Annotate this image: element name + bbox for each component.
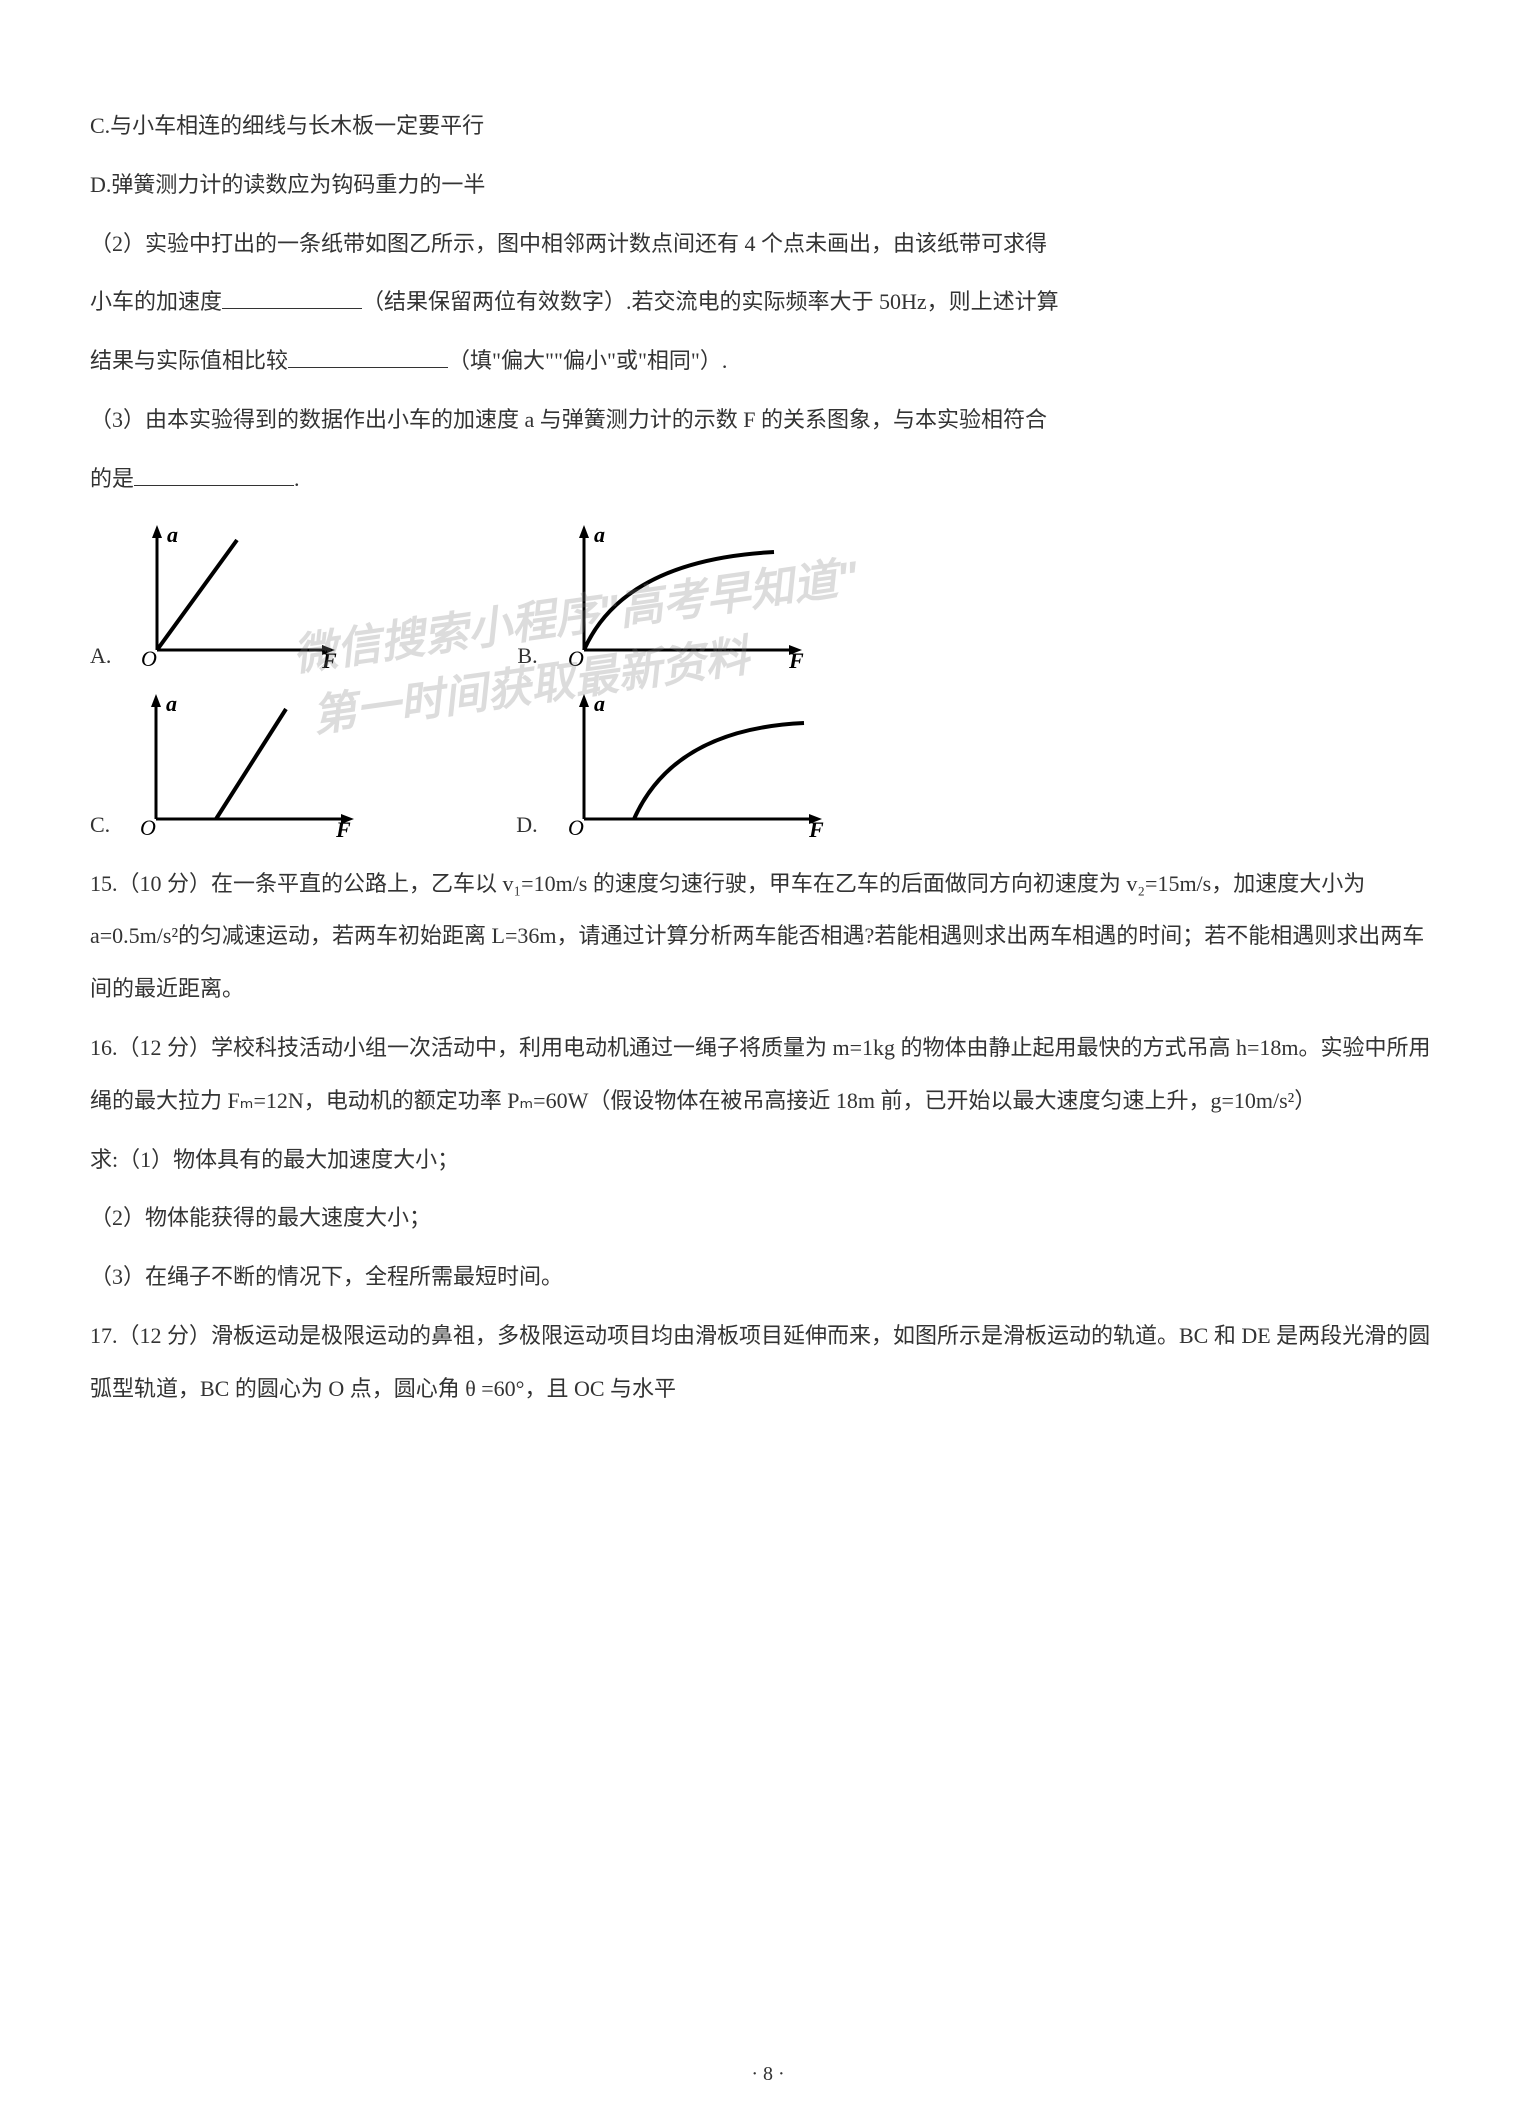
q2-text-fill: （填"偏大""偏小"或"相同"）. xyxy=(448,348,727,373)
question-2-line3: 结果与实际值相比较 （填"偏大""偏小"或"相同"）. xyxy=(90,335,1446,388)
chart-c-svg: a F O xyxy=(126,689,366,839)
chart-b-svg: a F O xyxy=(554,520,814,670)
svg-text:O: O xyxy=(140,815,156,839)
question-3-line1: （3）由本实验得到的数据作出小车的加速度 a 与弹簧测力计的示数 F 的关系图象… xyxy=(90,394,1446,447)
svg-text:a: a xyxy=(167,522,178,547)
svg-text:a: a xyxy=(166,691,177,716)
chart-c: a F O xyxy=(126,689,366,844)
svg-text:a: a xyxy=(594,691,605,716)
page-number: · 8 · xyxy=(0,2063,1536,2086)
question-16-ask2: （2）物体能获得的最大速度大小； xyxy=(90,1192,1446,1245)
chart-d: a F O xyxy=(554,689,834,844)
blank-compare xyxy=(288,346,448,368)
chart-d-svg: a F O xyxy=(554,689,834,839)
blank-answer xyxy=(134,464,294,486)
question-15: 15.（10 分）在一条平直的公路上，乙车以 v₁=10m/s 的速度匀速行驶，… xyxy=(90,858,1446,1016)
q2-text-accel: 小车的加速度 xyxy=(90,289,222,314)
chart-row-2: C. a F O D. a F O xyxy=(90,689,1446,844)
chart-a-svg: a F O xyxy=(127,520,347,670)
q2-text-result: （结果保留两位有效数字）.若交流电的实际频率大于 50Hz，则上述计算 xyxy=(362,289,1059,314)
question-2-line2: 小车的加速度 （结果保留两位有效数字）.若交流电的实际频率大于 50Hz，则上述计… xyxy=(90,276,1446,329)
question-2-line1: （2）实验中打出的一条纸带如图乙所示，图中相邻两计数点间还有 4 个点未画出，由… xyxy=(90,218,1446,271)
svg-text:F: F xyxy=(788,648,804,670)
svg-text:F: F xyxy=(335,817,351,839)
svg-text:F: F xyxy=(808,817,824,839)
question-3-line2: 的是. xyxy=(90,453,1446,506)
chart-b: a F O xyxy=(554,520,814,675)
chart-row-1: A. a F O B. a F O xyxy=(90,520,1446,675)
question-16-ask3: （3）在绳子不断的情况下，全程所需最短时间。 xyxy=(90,1251,1446,1304)
question-16-ask1: 求:（1）物体具有的最大加速度大小； xyxy=(90,1134,1446,1187)
svg-text:O: O xyxy=(568,815,584,839)
q2-text-compare: 结果与实际值相比较 xyxy=(90,348,288,373)
chart-label-b: B. xyxy=(517,643,537,675)
q3-text-period: . xyxy=(294,466,300,491)
question-16: 16.（12 分）学校科技活动小组一次活动中，利用电动机通过一绳子将质量为 m=… xyxy=(90,1022,1446,1128)
question-17: 17.（12 分）滑板运动是极限运动的鼻祖，多极限运动项目均由滑板项目延伸而来，… xyxy=(90,1310,1446,1416)
chart-a: a F O xyxy=(127,520,347,675)
blank-acceleration xyxy=(222,287,362,309)
chart-label-d: D. xyxy=(516,812,537,844)
svg-text:O: O xyxy=(568,646,584,670)
option-d-text: D.弹簧测力计的读数应为钩码重力的一半 xyxy=(90,159,1446,212)
q3-text-is: 的是 xyxy=(90,466,134,491)
option-c-text: C.与小车相连的细线与长木板一定要平行 xyxy=(90,100,1446,153)
svg-text:a: a xyxy=(594,522,605,547)
chart-label-a: A. xyxy=(90,643,111,675)
svg-text:F: F xyxy=(321,648,337,670)
svg-text:O: O xyxy=(141,646,157,670)
chart-label-c: C. xyxy=(90,812,110,844)
